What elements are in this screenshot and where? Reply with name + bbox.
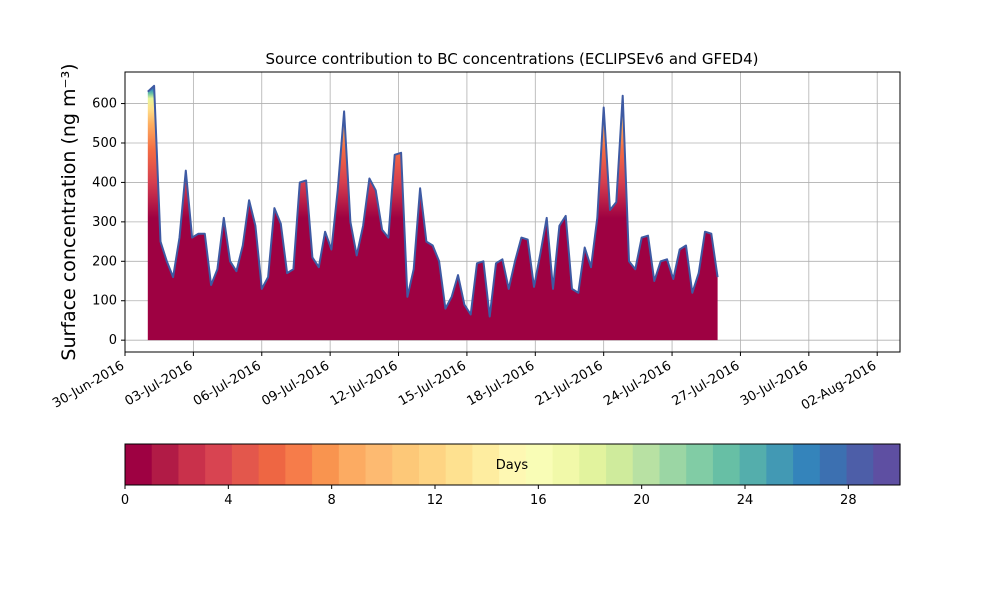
colorbar-segment (258, 444, 286, 485)
x-tick-label: 12-Jul-2016 (328, 358, 401, 409)
y-tick-label: 600 (92, 97, 117, 112)
x-tick-label: 06-Jul-2016 (191, 358, 264, 409)
plot-frame (124, 71, 901, 353)
colorbar-segment (525, 444, 554, 485)
colorbar-segment (445, 444, 474, 485)
y-axis-label: Surface concentration (ng m⁻³) (58, 63, 80, 360)
colorbar-tick-label: 4 (224, 493, 232, 508)
colorbar-tick-label: 20 (633, 493, 650, 508)
colorbar-segment (846, 444, 874, 485)
total-line (147, 84, 719, 318)
colorbar-tick-label: 24 (737, 493, 754, 508)
colorbar-tick-label: 8 (328, 493, 336, 508)
colorbar-segment (178, 444, 206, 485)
stacked-area-layers (147, 85, 718, 341)
x-axis-ticks: 30-Jun-201603-Jul-201606-Jul-201609-Jul-… (50, 352, 879, 414)
colorbar-tick-label: 28 (840, 493, 857, 508)
colorbar-segment (793, 444, 821, 485)
colorbar-segment (151, 444, 180, 485)
x-tick-label: 30-Jun-2016 (50, 358, 127, 411)
colorbar-tick-label: 12 (427, 493, 444, 508)
x-tick-label: 21-Jul-2016 (533, 358, 606, 409)
y-tick-label: 500 (92, 136, 117, 151)
y-tick-label: 200 (92, 254, 117, 269)
colorbar-segment (712, 444, 741, 485)
colorbar-segment (766, 444, 794, 485)
x-tick-label: 02-Aug-2016 (799, 358, 879, 413)
colorbar-segment (499, 444, 527, 485)
colorbar-segment (125, 444, 153, 485)
total-concentration-line (147, 84, 719, 318)
colorbar-segment (659, 444, 687, 485)
y-tick-label: 100 (92, 294, 117, 309)
colorbar (125, 444, 901, 485)
stacked-area (147, 85, 718, 341)
x-tick-label: 09-Jul-2016 (259, 358, 332, 409)
colorbar-segment (739, 444, 767, 485)
colorbar-ticks: 0 4 8 12 16 20 24 28 (121, 485, 857, 508)
colorbar-segment (632, 444, 661, 485)
colorbar-segment (231, 444, 260, 485)
colorbar-segment (472, 444, 500, 485)
x-tick-label: 15-Jul-2016 (396, 358, 469, 409)
colorbar-segment (312, 444, 340, 485)
colorbar-segment (606, 444, 634, 485)
x-tick-label: 18-Jul-2016 (464, 358, 537, 409)
colorbar-segment (285, 444, 313, 485)
colorbar-segment (392, 444, 420, 485)
colorbar-segment (686, 444, 714, 485)
colorbar-tick-label: 0 (121, 493, 129, 508)
colorbar-segment (365, 444, 393, 485)
x-tick-label: 27-Jul-2016 (670, 358, 743, 409)
colorbar-segment (579, 444, 607, 485)
colorbar-segment (552, 444, 580, 485)
colorbar-tick-label: 16 (530, 493, 547, 508)
y-tick-label: 400 (92, 175, 117, 190)
y-tick-label: 0 (109, 333, 117, 348)
colorbar-segment (873, 444, 901, 485)
chart-title: Source contribution to BC concentrations… (265, 50, 758, 68)
colorbar-segment (338, 444, 367, 485)
colorbar-segment (418, 444, 447, 485)
x-tick-label: 24-Jul-2016 (601, 358, 674, 409)
colorbar-segment (819, 444, 848, 485)
x-tick-label: 03-Jul-2016 (123, 358, 196, 409)
colorbar-segment (205, 444, 233, 485)
colorbar-frame (124, 443, 901, 486)
y-axis-ticks: 0 100 200 300 400 500 600 (92, 97, 125, 348)
colorbar-label: Days (496, 458, 529, 473)
y-tick-label: 300 (92, 215, 117, 230)
